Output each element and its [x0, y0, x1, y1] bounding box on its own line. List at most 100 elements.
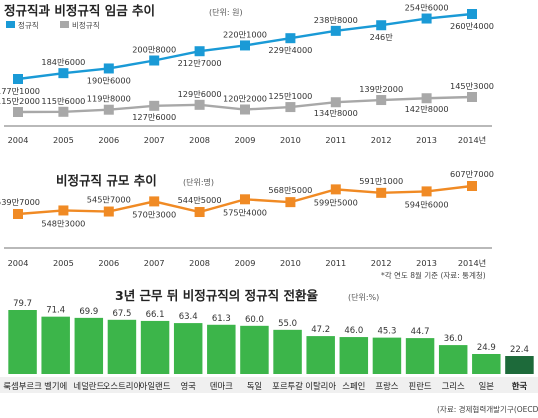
legend-label-irregular: 비정규직 — [72, 20, 100, 30]
conversion-value-label: 63.4 — [179, 312, 198, 322]
conversion-value-label: 45.3 — [377, 327, 396, 337]
wage-label-regular: 254만6000 — [405, 3, 449, 13]
wage-label-regular: 177만1000 — [0, 86, 40, 96]
size-label: 575만4000 — [223, 207, 267, 217]
size-label: 539만7000 — [0, 197, 40, 207]
wage-label-irregular: 115만2000 — [0, 96, 40, 106]
size-point — [58, 205, 69, 216]
wage-point-irregular — [330, 97, 341, 108]
wage-label-irregular: 134만8000 — [314, 108, 358, 118]
wage-point-regular — [285, 33, 296, 44]
wage-label-irregular: 119만8000 — [87, 94, 131, 104]
conversion-category-label: 포르투갈 — [272, 381, 303, 391]
wage-chart-title: 정규직과 비정규직 임금 추이 — [4, 3, 155, 18]
wage-label-irregular: 125만1000 — [268, 91, 312, 101]
size-label: 594만6000 — [405, 199, 449, 209]
wage-label-irregular: 139만2000 — [359, 84, 403, 94]
category-band — [0, 377, 538, 393]
size-label: 570만3000 — [132, 209, 176, 219]
size-point — [194, 207, 205, 218]
wage-label-regular: 246만 — [370, 32, 394, 42]
wage-legend: 정규직 비정규직 — [6, 20, 100, 30]
conversion-value-label: 46.0 — [344, 326, 363, 336]
wage-chart-marks: 2004 2005 2006 2007 2008 2009 2010 2011 2012 2013… — [0, 3, 494, 145]
wage-point-regular — [58, 68, 69, 79]
conversion-bar — [306, 336, 335, 374]
wage-point-regular — [13, 74, 23, 84]
conversion-chart-source: (자료: 경제협력개발기구(OECD)) — [437, 404, 538, 414]
wage-point-irregular — [285, 102, 296, 113]
size-point — [103, 206, 114, 217]
size-label: 544만5000 — [178, 195, 222, 205]
wage-x-tick: 2012 — [371, 135, 392, 145]
wage-label-regular: 229만4000 — [268, 45, 312, 55]
conversion-value-label: 36.0 — [444, 334, 463, 344]
conversion-value-label: 47.2 — [311, 325, 330, 335]
wage-point-irregular — [240, 104, 250, 115]
wage-x-tick: 2011 — [325, 135, 346, 145]
size-point — [13, 209, 23, 219]
wage-point-irregular — [13, 107, 23, 117]
wage-point-regular — [194, 46, 205, 57]
size-x-tick: 2011 — [325, 258, 346, 268]
conversion-bar — [438, 345, 468, 374]
size-chart-title: 비정규직 규모 추이 — [56, 173, 157, 188]
size-chart-unit: (단위:명) — [183, 177, 214, 187]
legend-label-regular: 정규직 — [18, 20, 39, 30]
conversion-category-label: 영국 — [180, 381, 196, 391]
wage-x-tick: 2004 — [8, 135, 29, 145]
size-point — [240, 194, 250, 205]
conversion-chart-title: 3년 근무 뒤 비정규직의 정규직 전환율 — [115, 288, 318, 303]
conversion-value-label: 79.7 — [13, 299, 32, 309]
conversion-category-label: 프랑스 — [375, 381, 398, 391]
wage-point-regular — [467, 9, 477, 19]
conversion-bar — [372, 337, 402, 374]
conversion-category-label: 일본 — [479, 381, 495, 391]
size-x-tick: 2009 — [235, 258, 256, 268]
conversion-value-label: 22.4 — [510, 345, 529, 355]
wage-point-regular — [421, 13, 432, 24]
wage-label-regular: 220만1000 — [223, 29, 267, 39]
wage-point-regular — [149, 55, 160, 66]
wage-x-tick: 2014년 — [458, 135, 486, 145]
size-chart-note: *각 연도 8월 기준 (자료: 통계청) — [381, 270, 486, 280]
conversion-category-label: 이탈리아 — [305, 381, 336, 391]
conversion-category-label: 스페인 — [342, 381, 365, 391]
size-x-tick: 2014년 — [458, 258, 486, 268]
wage-point-regular — [240, 40, 250, 51]
wage-x-tick: 2013 — [416, 135, 437, 145]
conversion-value-label: 60.0 — [245, 315, 264, 325]
size-label: 548만3000 — [41, 218, 85, 228]
size-point — [285, 197, 296, 208]
size-x-tick: 2013 — [416, 258, 437, 268]
wage-point-irregular — [376, 95, 387, 106]
conversion-chart-unit: (단위:%) — [348, 292, 379, 302]
size-label: 545만7000 — [87, 195, 131, 205]
conversion-bar — [173, 323, 203, 374]
wage-x-tick: 2009 — [235, 135, 256, 145]
wage-label-irregular: 115만6000 — [41, 96, 85, 106]
wage-point-irregular — [149, 100, 160, 111]
size-point — [376, 187, 387, 198]
conversion-category-label: 덴마크 — [210, 381, 233, 391]
conversion-value-label: 44.7 — [411, 327, 430, 337]
wage-point-regular — [376, 20, 387, 31]
conversion-category-label: 독일 — [247, 381, 262, 391]
wage-point-irregular — [194, 99, 205, 110]
size-x-tick: 2010 — [280, 258, 301, 268]
conversion-bar — [107, 319, 137, 374]
conversion-value-label: 66.1 — [146, 310, 165, 320]
size-label: 568만5000 — [268, 185, 312, 195]
wage-label-regular: 212만7000 — [178, 58, 222, 68]
size-x-tick: 2012 — [371, 258, 392, 268]
conversion-category-label: 한국 — [512, 381, 528, 391]
wage-label-irregular: 142만8000 — [405, 104, 449, 114]
conversion-category-label: 벨기에 — [44, 381, 67, 391]
wage-point-irregular — [58, 106, 69, 117]
wage-label-regular: 184만6000 — [41, 57, 85, 67]
conversion-bar — [41, 316, 70, 374]
wage-label-irregular: 145만3000 — [450, 81, 494, 91]
wage-label-regular: 238만8000 — [314, 15, 358, 25]
wage-label-irregular: 129만6000 — [178, 89, 222, 99]
conversion-chart-marks: 79.7 룩셈부르크 71.4 벨기에 69.9 네덜란드 67.5 오스트리아 66.1 아일랜… — [0, 299, 538, 393]
